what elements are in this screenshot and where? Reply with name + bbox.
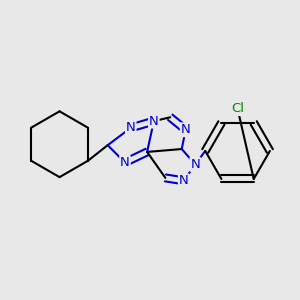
Text: N: N	[179, 174, 189, 187]
Text: N: N	[126, 122, 136, 134]
Text: N: N	[181, 123, 190, 136]
Text: N: N	[120, 156, 130, 169]
Text: N: N	[149, 115, 159, 128]
Text: Cl: Cl	[231, 102, 244, 115]
Text: N: N	[190, 158, 200, 171]
